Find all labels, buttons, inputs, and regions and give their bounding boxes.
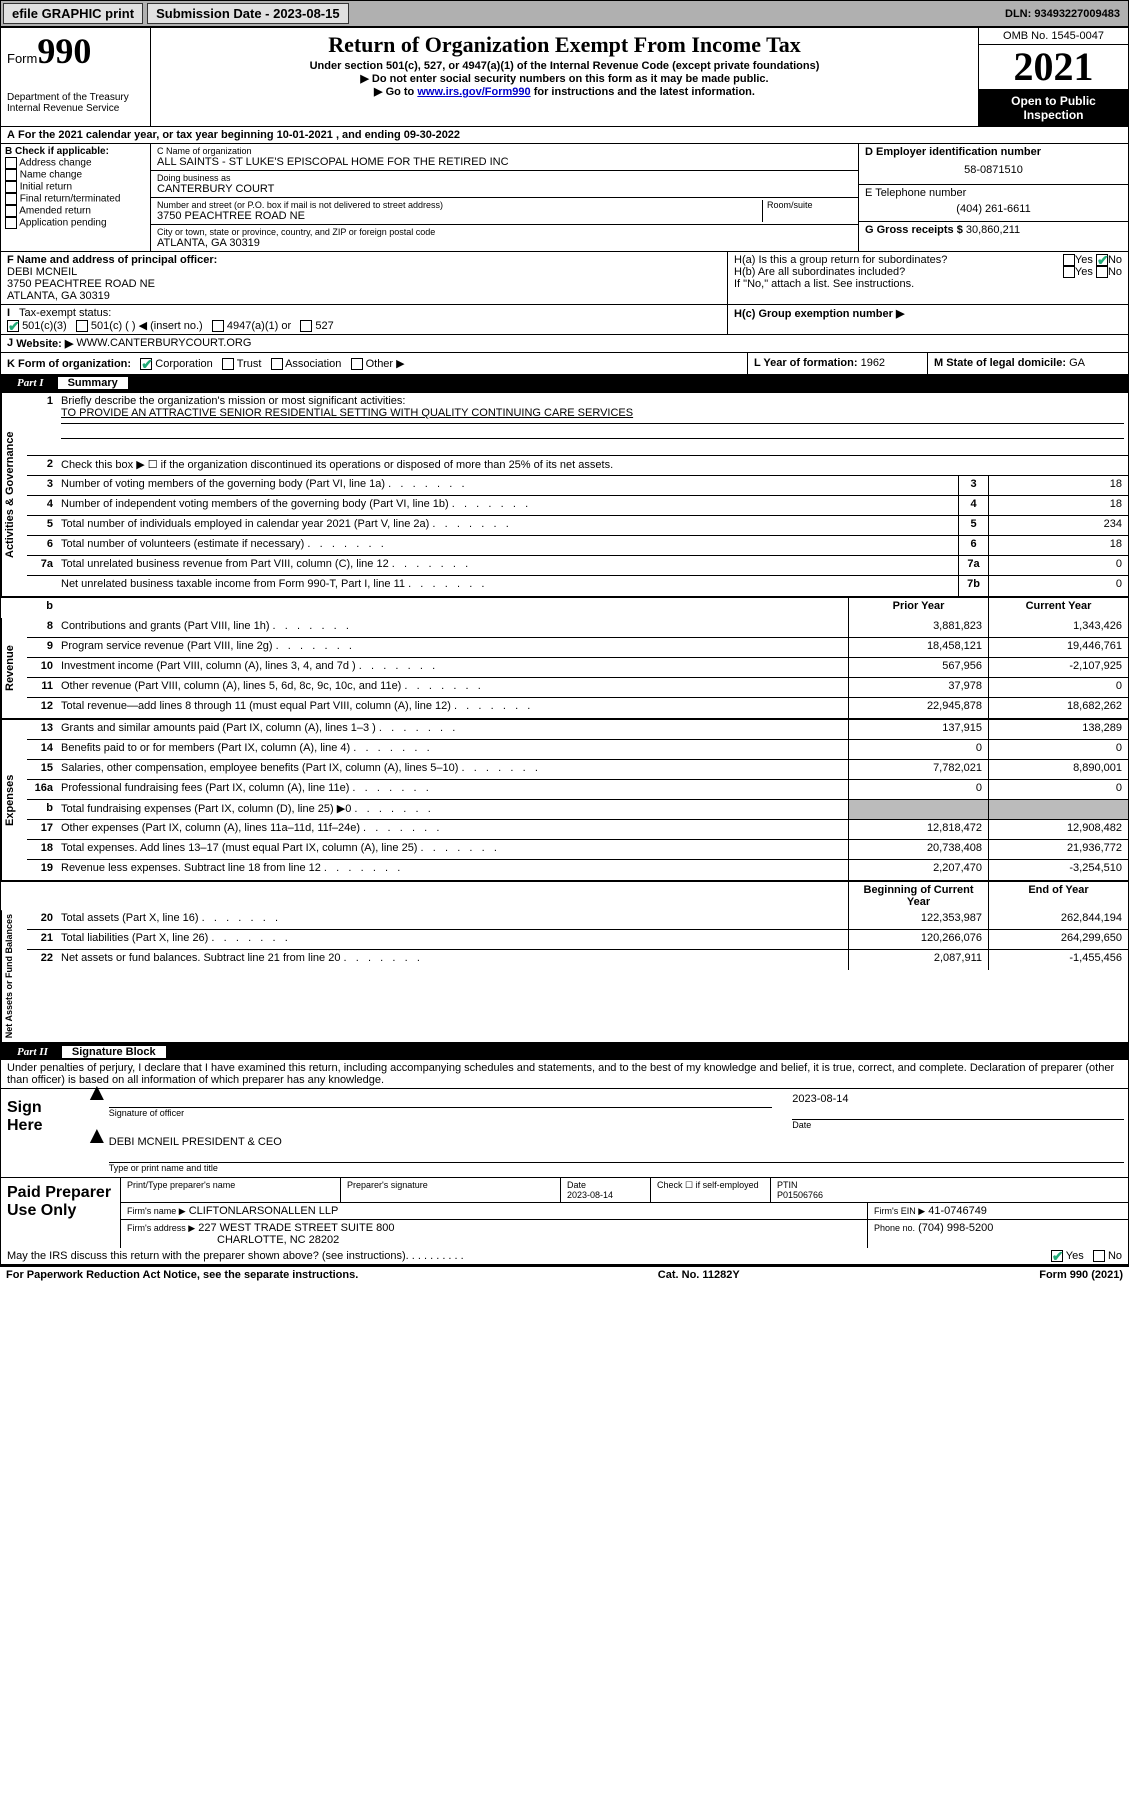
summary-line: 21 Total liabilities (Part X, line 26) 1… xyxy=(27,930,1128,950)
org-name: ALL SAINTS - ST LUKE'S EPISCOPAL HOME FO… xyxy=(157,156,852,168)
summary-line: 5 Total number of individuals employed i… xyxy=(27,516,1128,536)
summary-line: 11 Other revenue (Part VIII, column (A),… xyxy=(27,678,1128,698)
box-k: K Form of organization: Corporation Trus… xyxy=(1,353,748,374)
box-m: M State of legal domicile: GA xyxy=(928,353,1128,374)
box-f: F Name and address of principal officer:… xyxy=(1,252,728,304)
dln-label: DLN: 93493227009483 xyxy=(1005,8,1126,20)
perjury-declaration: Under penalties of perjury, I declare th… xyxy=(1,1060,1128,1089)
form-note2: ▶ Go to www.irs.gov/Form990 for instruct… xyxy=(157,85,972,98)
summary-line: 3 Number of voting members of the govern… xyxy=(27,476,1128,496)
vlabel-net: Net Assets or Fund Balances xyxy=(1,910,27,1042)
summary-line: 20 Total assets (Part X, line 16) 122,35… xyxy=(27,910,1128,930)
dept-label: Department of the Treasury Internal Reve… xyxy=(7,92,144,114)
submission-date-button[interactable]: Submission Date - 2023-08-15 xyxy=(147,3,349,24)
vlabel-expenses: Expenses xyxy=(1,720,27,880)
box-i: I Tax-exempt status: 501(c)(3) 501(c) ( … xyxy=(1,305,728,334)
topbar: efile GRAPHIC print Submission Date - 20… xyxy=(0,0,1129,27)
street-address: 3750 PEACHTREE ROAD NE xyxy=(157,210,762,222)
summary-line: 6 Total number of volunteers (estimate i… xyxy=(27,536,1128,556)
form-subtitle: Under section 501(c), 527, or 4947(a)(1)… xyxy=(157,60,972,72)
summary-line: 9 Program service revenue (Part VIII, li… xyxy=(27,638,1128,658)
summary-line: 18 Total expenses. Add lines 13–17 (must… xyxy=(27,840,1128,860)
page-footer: For Paperwork Reduction Act Notice, see … xyxy=(0,1266,1129,1283)
box-c: C Name of organization ALL SAINTS - ST L… xyxy=(151,144,858,251)
telephone: (404) 261-6611 xyxy=(865,199,1122,219)
part2-header: Part II Signature Block xyxy=(1,1042,1128,1060)
sign-here-block: Sign Here ▲ Signature of officer 2023-08… xyxy=(1,1089,1128,1178)
ein: 58-0871510 xyxy=(865,158,1122,182)
vlabel-governance: Activities & Governance xyxy=(1,393,27,596)
box-d-e-g: D Employer identification number 58-0871… xyxy=(858,144,1128,251)
box-h: H(a) Is this a group return for subordin… xyxy=(728,252,1128,304)
city-state-zip: ATLANTA, GA 30319 xyxy=(157,237,852,249)
tax-year: 2021 xyxy=(979,45,1128,90)
summary-line: Net unrelated business taxable income fr… xyxy=(27,576,1128,596)
form-number: Form990 xyxy=(7,30,144,72)
open-to-public: Open to Public Inspection xyxy=(979,90,1128,126)
omb-number: OMB No. 1545-0047 xyxy=(979,28,1128,45)
summary-line: 14 Benefits paid to or for members (Part… xyxy=(27,740,1128,760)
vlabel-revenue: Revenue xyxy=(1,618,27,718)
summary-line: 8 Contributions and grants (Part VIII, l… xyxy=(27,618,1128,638)
box-b: B Check if applicable: Address change Na… xyxy=(1,144,151,251)
website: WWW.CANTERBURYCOURT.ORG xyxy=(76,337,251,350)
summary-line: b Total fundraising expenses (Part IX, c… xyxy=(27,800,1128,820)
dba-name: CANTERBURY COURT xyxy=(157,183,852,195)
officer-name: DEBI MCNEIL PRESIDENT & CEO xyxy=(109,1136,1124,1148)
irs-link[interactable]: www.irs.gov/Form990 xyxy=(417,86,530,98)
box-l: L Year of formation: 1962 xyxy=(748,353,928,374)
summary-line: 12 Total revenue—add lines 8 through 11 … xyxy=(27,698,1128,718)
form-body: Form990 Department of the Treasury Inter… xyxy=(0,27,1129,1266)
efile-print-button[interactable]: efile GRAPHIC print xyxy=(3,3,143,24)
form-title: Return of Organization Exempt From Incom… xyxy=(157,32,972,58)
summary-line: 16a Professional fundraising fees (Part … xyxy=(27,780,1128,800)
summary-line: 22 Net assets or fund balances. Subtract… xyxy=(27,950,1128,970)
firm-name: CLIFTONLARSONALLEN LLP xyxy=(189,1205,339,1217)
box-hc: H(c) Group exemption number ▶ xyxy=(728,305,1128,334)
summary-line: 15 Salaries, other compensation, employe… xyxy=(27,760,1128,780)
summary-line: 7a Total unrelated business revenue from… xyxy=(27,556,1128,576)
summary-line: 17 Other expenses (Part IX, column (A), … xyxy=(27,820,1128,840)
tax-period: A For the 2021 calendar year, or tax yea… xyxy=(1,127,1128,144)
summary-line: 13 Grants and similar amounts paid (Part… xyxy=(27,720,1128,740)
pointer-icon: ▲ xyxy=(85,1136,109,1173)
summary-line: 4 Number of independent voting members o… xyxy=(27,496,1128,516)
paid-preparer-block: Paid Preparer Use Only Print/Type prepar… xyxy=(1,1178,1128,1248)
summary-line: 10 Investment income (Part VIII, column … xyxy=(27,658,1128,678)
summary-line: 19 Revenue less expenses. Subtract line … xyxy=(27,860,1128,880)
mission-statement: TO PROVIDE AN ATTRACTIVE SENIOR RESIDENT… xyxy=(61,407,633,419)
gross-receipts: 30,860,211 xyxy=(966,224,1020,236)
form-note1: ▶ Do not enter social security numbers o… xyxy=(157,72,972,85)
part1-header: Part I Summary xyxy=(1,375,1128,391)
